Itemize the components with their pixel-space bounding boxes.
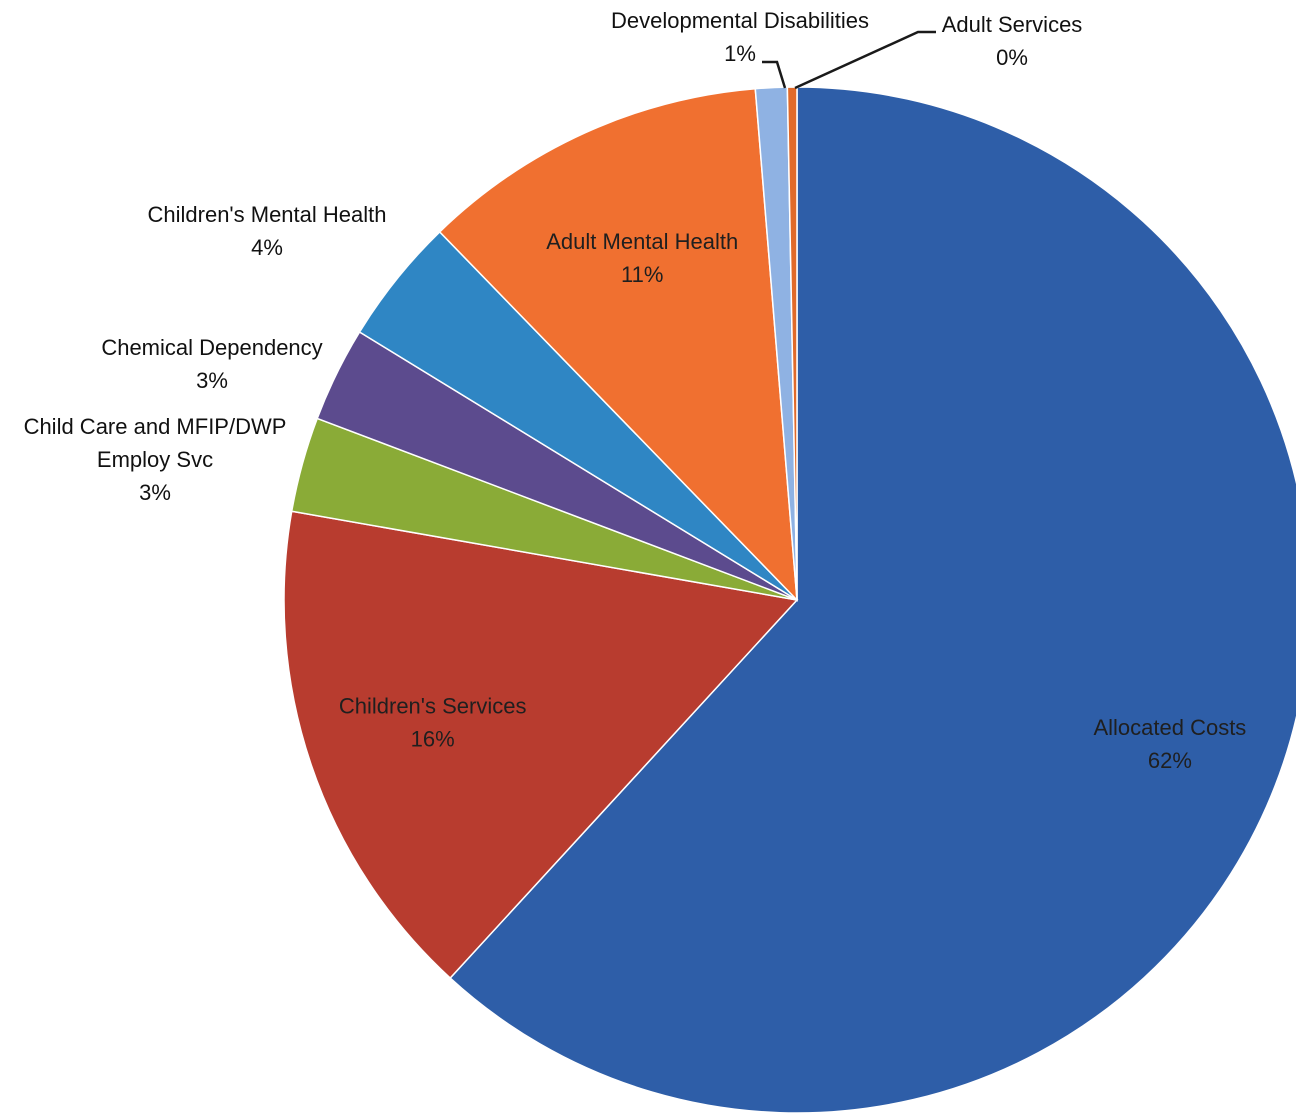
slice-labels: Allocated Costs 62% Children's Services 16%… — [24, 8, 1247, 773]
leader-line-adult-services — [794, 30, 936, 90]
slice-name-label-child-care-and-mfip-dwp-employ-svc-line-1: Child Care and MFIP/DWP — [24, 414, 287, 439]
leader-lines — [762, 30, 936, 90]
pie-slices — [283, 86, 1296, 1114]
slice-name-label-adult-services: Adult Services — [942, 12, 1083, 37]
pie-slice-children-s-services — [283, 510, 799, 980]
slice-name-label-children-s-mental-health: Children's Mental Health — [148, 202, 387, 227]
slice-value-label-allocated-costs: 62% — [1148, 748, 1192, 773]
slice-name-label-child-care-and-mfip-dwp-employ-svc-line-2: Employ Svc — [97, 447, 213, 472]
slice-value-label-children-s-mental-health: 4% — [251, 235, 283, 260]
slice-value-label-developmental-disabilities: 1% — [724, 41, 756, 66]
pie-slice-allocated-costs — [449, 86, 1296, 1114]
leader-line-developmental-disabilities — [762, 60, 787, 89]
slice-name-label-developmental-disabilities: Developmental Disabilities — [611, 8, 869, 33]
slice-name-label-chemical-dependency: Chemical Dependency — [101, 335, 322, 360]
slice-name-label-adult-mental-health: Adult Mental Health — [546, 229, 738, 254]
slice-value-label-children-s-services: 16% — [411, 727, 455, 752]
slice-value-label-chemical-dependency: 3% — [196, 368, 228, 393]
slice-name-label-allocated-costs: Allocated Costs — [1093, 715, 1246, 740]
slice-value-label-adult-services: 0% — [996, 45, 1028, 70]
slice-name-label-children-s-services: Children's Services — [339, 694, 527, 719]
slice-value-label-adult-mental-health: 11% — [621, 262, 663, 287]
slice-value-label-child-care-and-mfip-dwp-employ-svc: 3% — [139, 480, 171, 505]
pie-slice-adult-mental-health — [438, 87, 798, 603]
